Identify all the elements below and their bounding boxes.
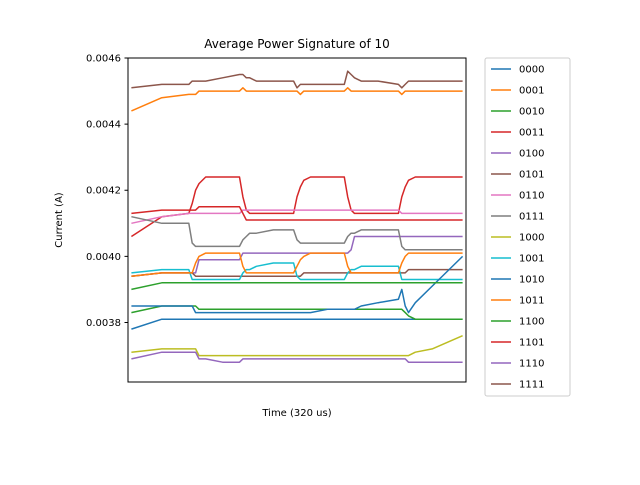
y-tick-label: 0.0042 [86,186,121,197]
x-axis-label: Time (320 us) [261,408,331,419]
plot-frame [127,57,467,383]
series-line-1111 [131,70,463,89]
legend-label-1110: 1110 [519,359,544,370]
legend: 0000 0001 0010 0011 0100 0101 0110 0111 1000 1001… [484,57,571,397]
chart-title: Average Power Signature of 10 [204,37,390,51]
series-line-1100 [131,282,463,291]
series-line-1001 [131,262,463,281]
series-line-0110 [131,209,463,225]
legend-label-0011: 0011 [519,128,544,139]
legend-label-1001: 1001 [519,254,544,265]
legend-label-0000: 0000 [519,65,544,76]
series-line-0011 [130,176,463,238]
series-line-0000 [131,318,463,330]
y-tick-label: 0.0046 [86,54,121,65]
series-line-1110 [131,351,463,363]
series-line-0100 [131,235,463,277]
legend-label-1011: 1011 [519,296,544,307]
legend-box [484,57,571,397]
legend-label-1101: 1101 [519,338,544,349]
series-line-1011 [131,252,463,277]
legend-label-1010: 1010 [519,275,544,286]
series-line-0010 [131,305,463,320]
y-tick-label: 0.0040 [86,252,121,263]
legend-label-1100: 1100 [519,317,544,328]
legend-label-1000: 1000 [519,233,544,244]
y-axis-label: Current (A) [54,192,65,247]
series-line-1101 [131,206,463,221]
series-line-1010 [131,255,464,314]
plot-area [130,70,464,363]
legend-label-0010: 0010 [519,107,544,118]
series-line-1000 [131,335,463,357]
series-line-0001 [131,87,463,112]
y-axis: 0.0038 0.0040 0.0042 0.0044 0.0046 [86,54,128,329]
legend-label-0001: 0001 [519,86,544,97]
legend-label-0110: 0110 [519,191,544,202]
legend-label-1111: 1111 [519,380,544,391]
y-tick-label: 0.0038 [86,318,121,329]
legend-label-0111: 0111 [519,212,544,223]
y-tick-label: 0.0044 [86,120,121,131]
legend-label-0100: 0100 [519,149,544,160]
legend-label-0101: 0101 [519,170,544,181]
series-line-0111 [131,215,463,251]
